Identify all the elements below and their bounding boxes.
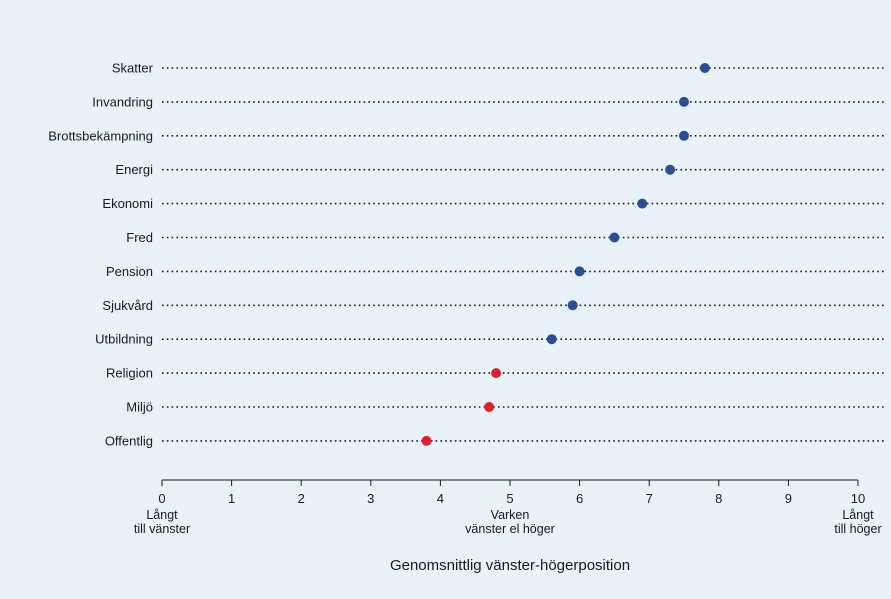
data-point xyxy=(546,334,557,345)
x-anchor-label: till höger xyxy=(834,522,881,536)
category-label: Religion xyxy=(106,366,153,381)
x-tick-label: 5 xyxy=(506,491,513,506)
category-label: Energi xyxy=(115,162,153,177)
category-label: Sjukvård xyxy=(102,298,153,313)
category-label: Miljö xyxy=(126,400,153,415)
x-axis-title: Genomsnittlig vänster-högerposition xyxy=(390,557,630,574)
category-label: Ekonomi xyxy=(102,196,153,211)
x-tick-label: 4 xyxy=(437,491,444,506)
x-tick-label: 8 xyxy=(715,491,722,506)
category-label: Brottsbekämpning xyxy=(48,128,153,143)
data-point xyxy=(574,266,585,277)
category-label: Pension xyxy=(106,264,153,279)
x-tick-label: 10 xyxy=(851,491,865,506)
data-point xyxy=(491,368,502,379)
data-point xyxy=(679,130,689,141)
data-point xyxy=(609,232,620,243)
x-anchor-label: Långt xyxy=(842,508,874,522)
x-tick-label: 2 xyxy=(298,491,305,506)
x-tick-label: 6 xyxy=(576,491,583,506)
x-tick-label: 7 xyxy=(646,491,653,506)
x-anchor-label: Varken xyxy=(491,508,530,522)
category-label: Fred xyxy=(126,230,153,245)
x-tick-label: 9 xyxy=(785,491,792,506)
x-anchor-label: vänster el höger xyxy=(465,522,555,536)
data-point xyxy=(484,402,495,412)
x-tick-label: 0 xyxy=(158,491,165,506)
data-point xyxy=(699,63,710,73)
x-tick-label: 1 xyxy=(228,491,235,506)
x-anchor-label: till vänster xyxy=(134,522,190,536)
category-label: Invandring xyxy=(92,94,153,109)
category-label: Skatter xyxy=(112,61,154,76)
category-label: Offentlig xyxy=(105,433,153,448)
category-label: Utbildning xyxy=(95,332,153,347)
data-point xyxy=(421,435,432,446)
x-anchor-label: Långt xyxy=(146,508,178,522)
x-tick-label: 3 xyxy=(367,491,374,506)
data-point xyxy=(567,300,578,311)
data-point xyxy=(665,164,676,175)
data-point xyxy=(679,96,689,107)
data-point xyxy=(637,198,648,209)
